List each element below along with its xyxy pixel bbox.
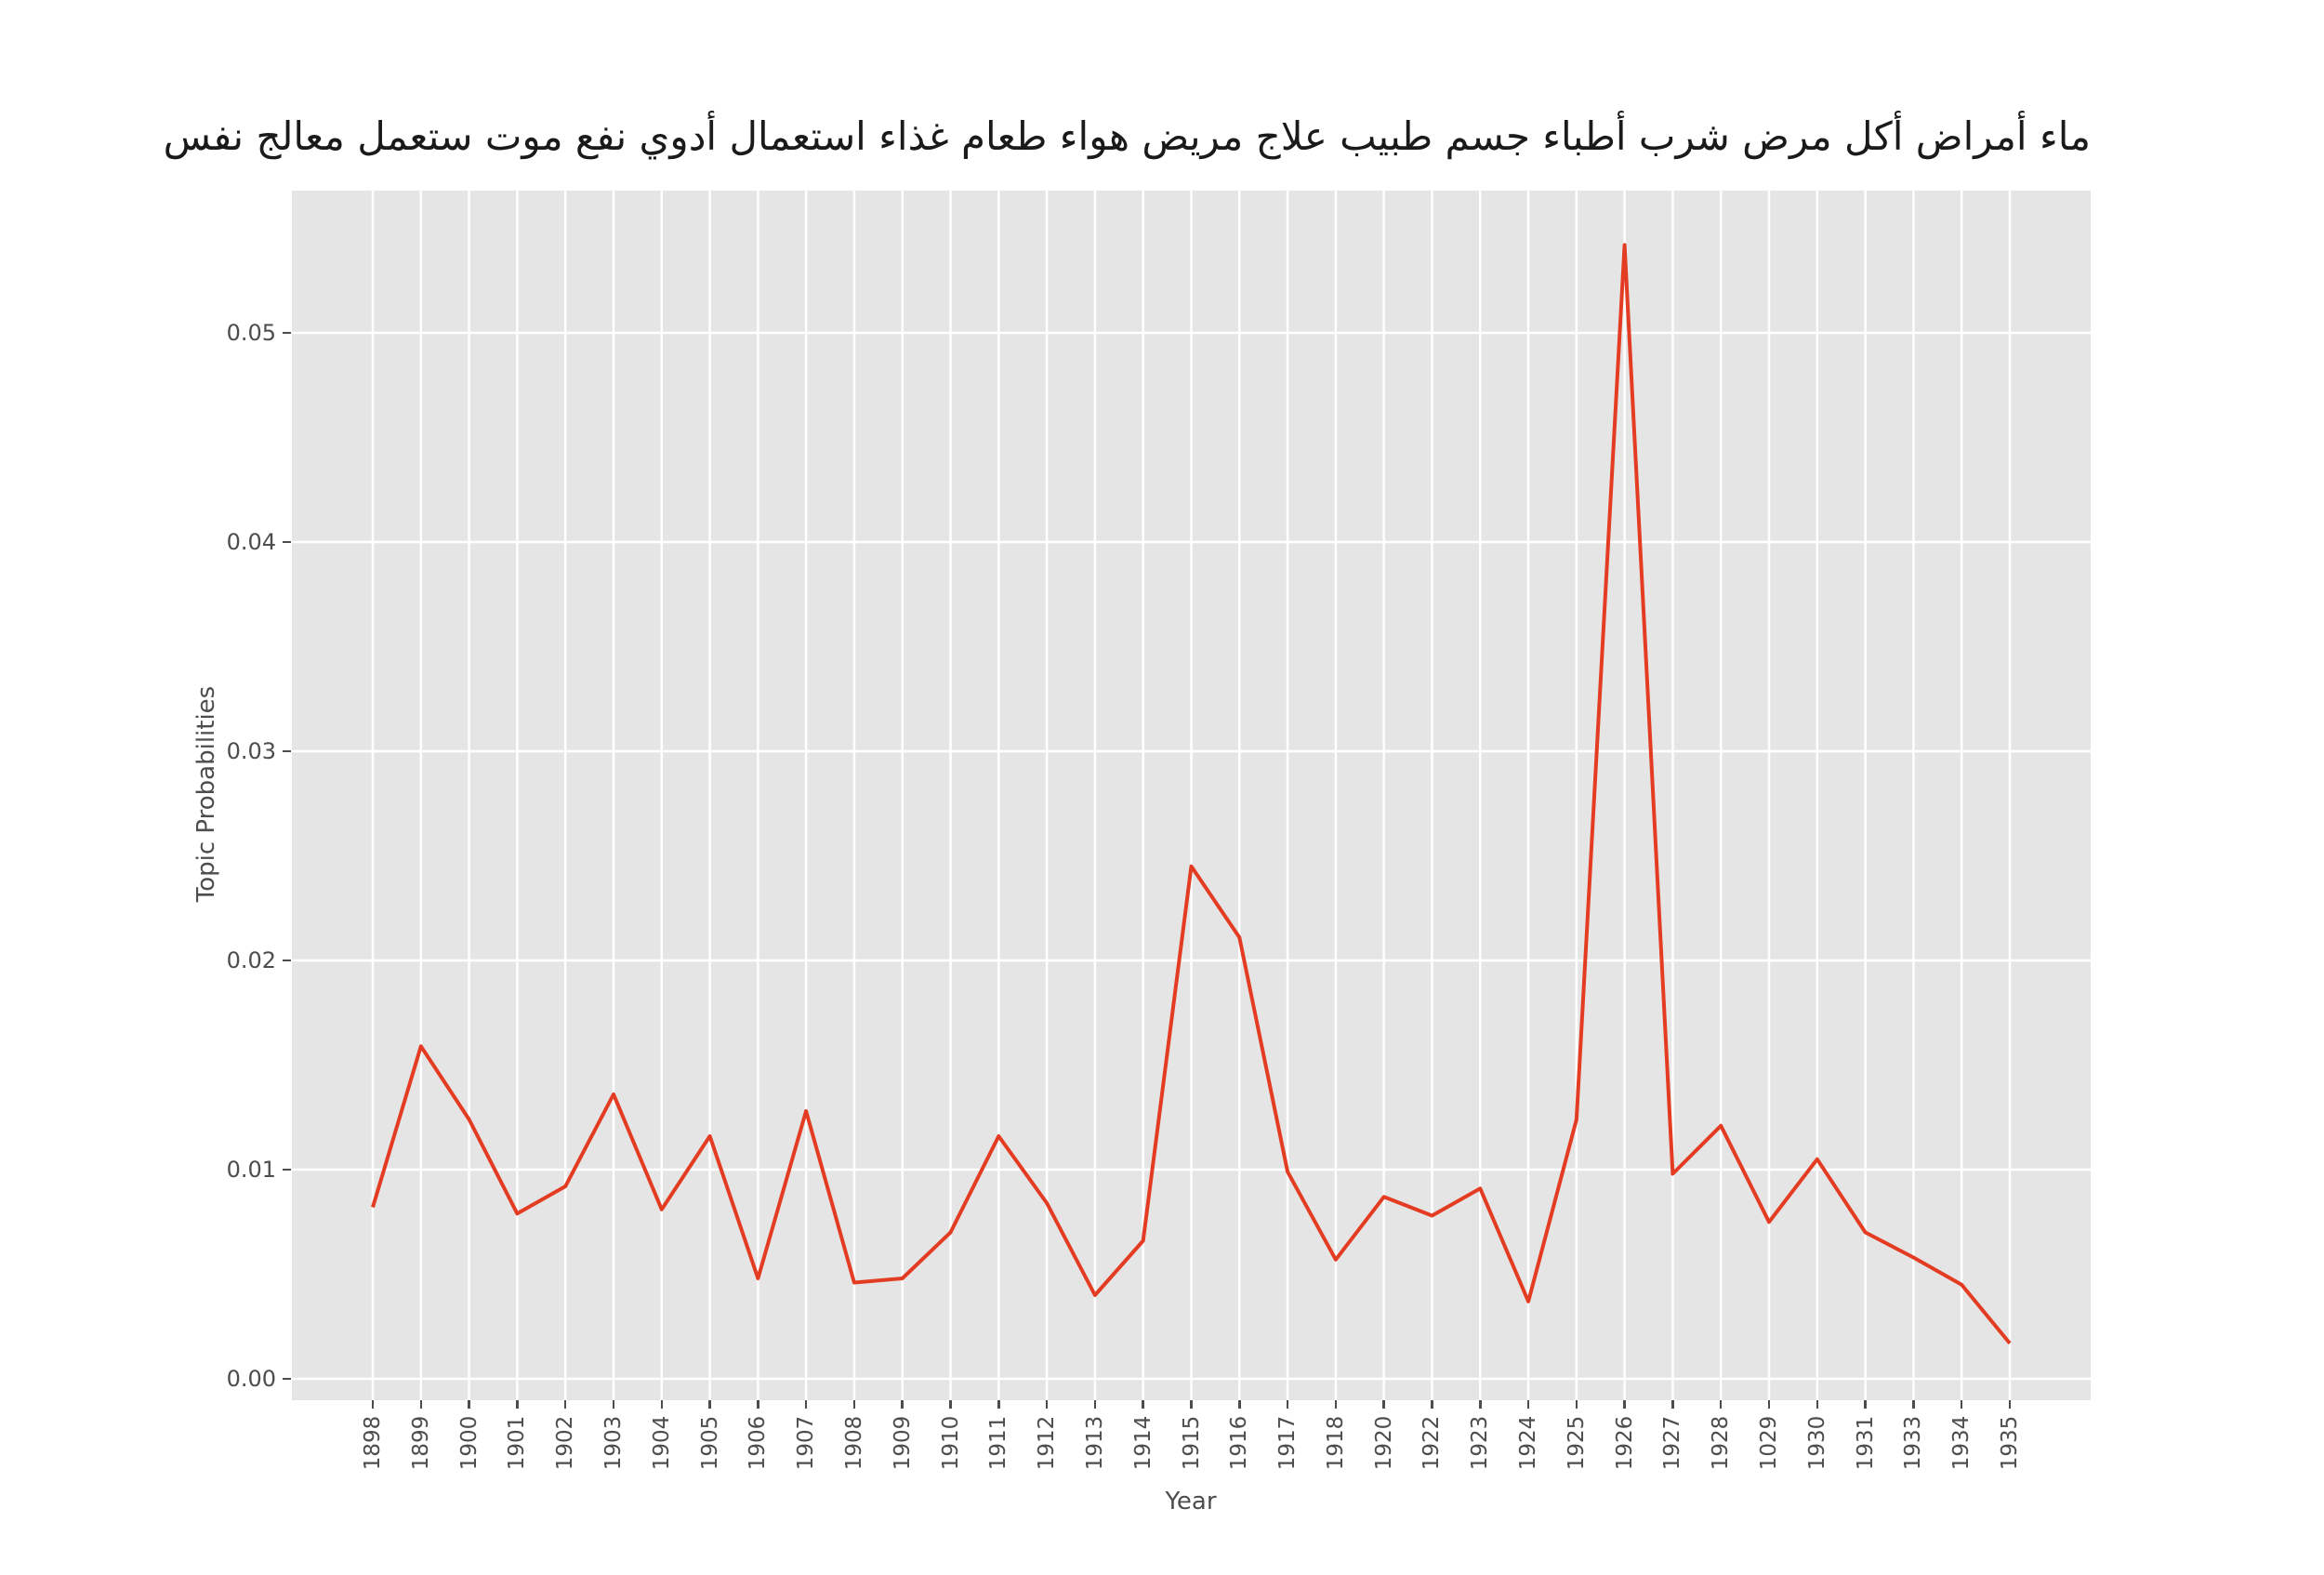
x-tick-label: 1899 — [408, 1415, 433, 1471]
x-tick-label: 1900 — [456, 1415, 482, 1471]
x-tick-mark — [371, 1400, 375, 1409]
x-tick-mark — [1093, 1400, 1097, 1409]
x-tick-label: 1912 — [1035, 1415, 1060, 1471]
x-tick-mark — [1142, 1400, 1144, 1409]
y-axis-label: Topic Probabilities — [192, 685, 220, 903]
x-tick-mark — [1816, 1400, 1819, 1409]
x-tick-mark — [1045, 1400, 1049, 1409]
x-tick-label: 1901 — [505, 1415, 530, 1471]
y-tick-mark — [283, 540, 291, 544]
y-tick-label: 0.03 — [226, 738, 276, 764]
x-tick-label: 1926 — [1612, 1415, 1637, 1471]
y-tick-label: 0.01 — [226, 1157, 276, 1183]
y-tick-label: 0.05 — [226, 320, 276, 346]
x-tick-mark — [563, 1400, 567, 1409]
x-tick-label: 1922 — [1419, 1415, 1445, 1471]
x-tick-label: 1925 — [1564, 1415, 1589, 1471]
x-tick-mark — [516, 1400, 519, 1409]
x-tick-mark — [612, 1400, 615, 1409]
x-tick-mark — [1431, 1400, 1433, 1409]
x-tick-label: 1934 — [1949, 1415, 1974, 1471]
x-tick-label: 1914 — [1130, 1415, 1155, 1471]
y-tick-label: 0.02 — [226, 947, 276, 973]
x-tick-mark — [901, 1400, 904, 1409]
x-tick-mark — [1238, 1400, 1241, 1409]
plot-area — [292, 191, 2091, 1400]
x-tick-mark — [1960, 1400, 1963, 1409]
x-tick-mark — [2008, 1400, 2012, 1409]
x-tick-label: 1917 — [1275, 1415, 1301, 1471]
data-line — [371, 243, 2012, 1345]
x-tick-mark — [1526, 1400, 1530, 1409]
x-tick-label: 1933 — [1901, 1415, 1926, 1471]
x-tick-label: 1909 — [890, 1415, 915, 1471]
x-tick-label: 1907 — [794, 1415, 819, 1471]
x-tick-label: 1915 — [1179, 1415, 1204, 1471]
x-tick-mark — [1623, 1400, 1626, 1409]
x-tick-label: 1930 — [1804, 1415, 1829, 1471]
chart-svg — [292, 191, 2091, 1400]
x-tick-label: 1924 — [1516, 1415, 1541, 1471]
x-tick-label: 1911 — [986, 1415, 1011, 1471]
x-tick-label: 1928 — [1709, 1415, 1734, 1471]
x-tick-mark — [1719, 1400, 1723, 1409]
x-tick-label: 1903 — [601, 1415, 626, 1471]
x-tick-mark — [419, 1400, 423, 1409]
x-tick-mark — [1334, 1400, 1338, 1409]
x-tick-label: 1905 — [697, 1415, 722, 1471]
x-tick-mark — [1190, 1400, 1193, 1409]
x-tick-label: 1904 — [649, 1415, 674, 1471]
x-tick-mark — [1479, 1400, 1482, 1409]
y-tick-label: 0.00 — [226, 1366, 276, 1392]
x-tick-label: 1906 — [746, 1415, 771, 1471]
y-tick-mark — [283, 959, 291, 962]
x-tick-mark — [852, 1400, 856, 1409]
y-tick-mark — [283, 749, 291, 753]
x-tick-label: 1913 — [1082, 1415, 1107, 1471]
x-tick-label: 1029 — [1757, 1415, 1782, 1471]
x-tick-mark — [1864, 1400, 1867, 1409]
x-tick-mark — [1912, 1400, 1915, 1409]
x-tick-label: 1920 — [1371, 1415, 1396, 1471]
x-tick-label: 1916 — [1227, 1415, 1252, 1471]
y-tick-mark — [283, 331, 291, 335]
vertical-gridlines — [371, 191, 2012, 1400]
x-tick-mark — [949, 1400, 952, 1409]
x-axis-label: Year — [1165, 1488, 1217, 1515]
x-tick-label: 1902 — [553, 1415, 578, 1471]
x-tick-mark — [997, 1400, 1000, 1409]
x-tick-label: 1931 — [1853, 1415, 1878, 1471]
x-tick-mark — [1575, 1400, 1578, 1409]
y-tick-mark — [283, 1168, 291, 1171]
y-tick-label: 0.04 — [226, 529, 276, 555]
x-tick-label: 1935 — [1998, 1415, 2022, 1471]
x-tick-label: 1927 — [1660, 1415, 1685, 1471]
x-tick-label: 1923 — [1468, 1415, 1493, 1471]
x-tick-mark — [1382, 1400, 1385, 1409]
x-tick-label: 1910 — [938, 1415, 963, 1471]
x-tick-mark — [1286, 1400, 1289, 1409]
x-tick-mark — [757, 1400, 759, 1409]
x-tick-mark — [708, 1400, 711, 1409]
x-tick-mark — [804, 1400, 808, 1409]
x-tick-mark — [468, 1400, 470, 1409]
x-tick-label: 1898 — [361, 1415, 385, 1471]
x-tick-mark — [660, 1400, 663, 1409]
chart-title: ماء أمراض أكل مرض شرب أطباء جسم طبيب علا… — [163, 113, 2091, 159]
y-tick-mark — [283, 1377, 291, 1381]
x-tick-label: 1908 — [841, 1415, 866, 1471]
x-tick-mark — [1767, 1400, 1771, 1409]
x-tick-label: 1918 — [1323, 1415, 1348, 1471]
x-tick-mark — [1671, 1400, 1674, 1409]
